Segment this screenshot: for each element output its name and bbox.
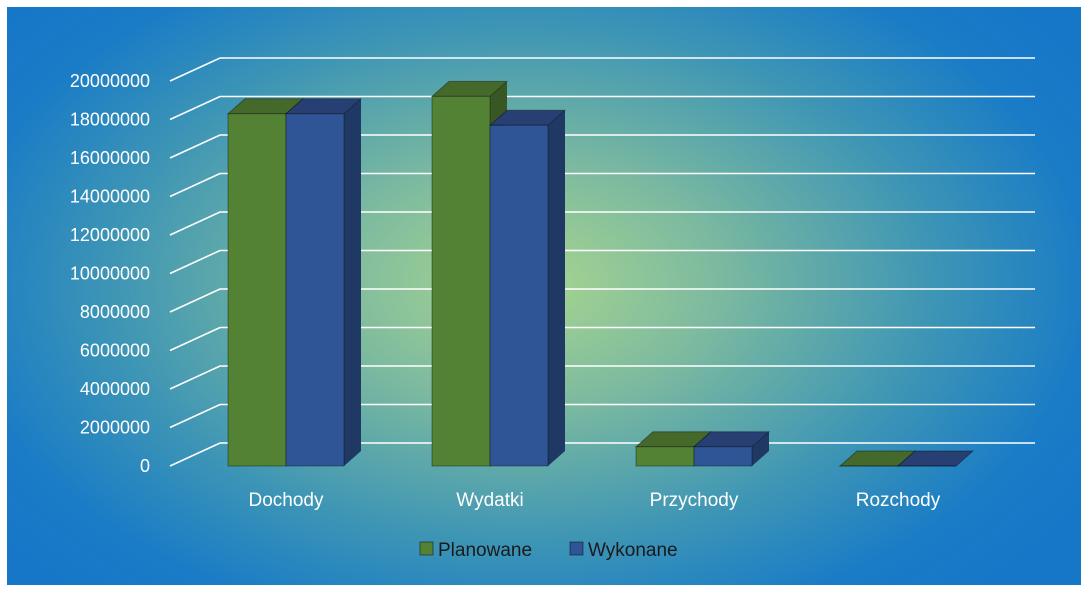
x-category-label: Rozchody [856, 490, 941, 511]
bar-planowane-dochody [227, 113, 287, 467]
bar-planowane-wydatki [431, 95, 491, 467]
y-tick-label: 14000000 [70, 187, 150, 207]
gridline [169, 211, 1035, 236]
legend-label-planowane: Planowane [438, 540, 532, 561]
gridline [169, 249, 1035, 275]
bar-wykonane-dochody [285, 113, 345, 467]
x-category-label: Przychody [650, 490, 739, 511]
y-tick-label: 16000000 [70, 148, 150, 168]
y-tick-label: 8000000 [80, 302, 150, 322]
y-tick-label: 0 [140, 456, 150, 476]
legend-swatch-wykonane [569, 541, 584, 556]
y-tick-label: 10000000 [70, 264, 150, 284]
bar-wykonane-wydatki-side [548, 110, 565, 467]
gridline [169, 95, 1035, 121]
y-tick-label: 18000000 [70, 110, 150, 130]
bar-wykonane-dochody-side [344, 98, 361, 466]
y-tick-label: 12000000 [70, 225, 150, 245]
y-tick-label: 20000000 [70, 71, 150, 91]
chart-svg: 0 2000000 4000000 6000000 8000000 10000000 120… [70, 57, 1035, 561]
gridline [169, 326, 1035, 352]
bar-wykonane-wydatki [489, 124, 549, 467]
x-category-label: Wydatki [456, 490, 523, 511]
gridline [169, 172, 1035, 198]
gridline [169, 57, 1035, 82]
y-tick-label: 4000000 [80, 379, 150, 399]
gridline [169, 134, 1035, 159]
bar-planowane-przychody [635, 446, 695, 467]
legend-swatch-planowane [419, 541, 434, 556]
gridline [169, 403, 1035, 429]
bar-wykonane-przychody-side [752, 431, 769, 466]
y-tick-label: 2000000 [80, 418, 150, 438]
legend-label-wykonane: Wykonane [588, 540, 678, 561]
gridline [169, 365, 1035, 390]
gridline [169, 288, 1035, 313]
chart-area: 0 2000000 4000000 6000000 8000000 10000000 120… [7, 7, 1081, 585]
y-tick-label: 6000000 [80, 341, 150, 361]
bar-wykonane-przychody [693, 446, 753, 467]
x-category-label: Dochody [249, 490, 324, 511]
